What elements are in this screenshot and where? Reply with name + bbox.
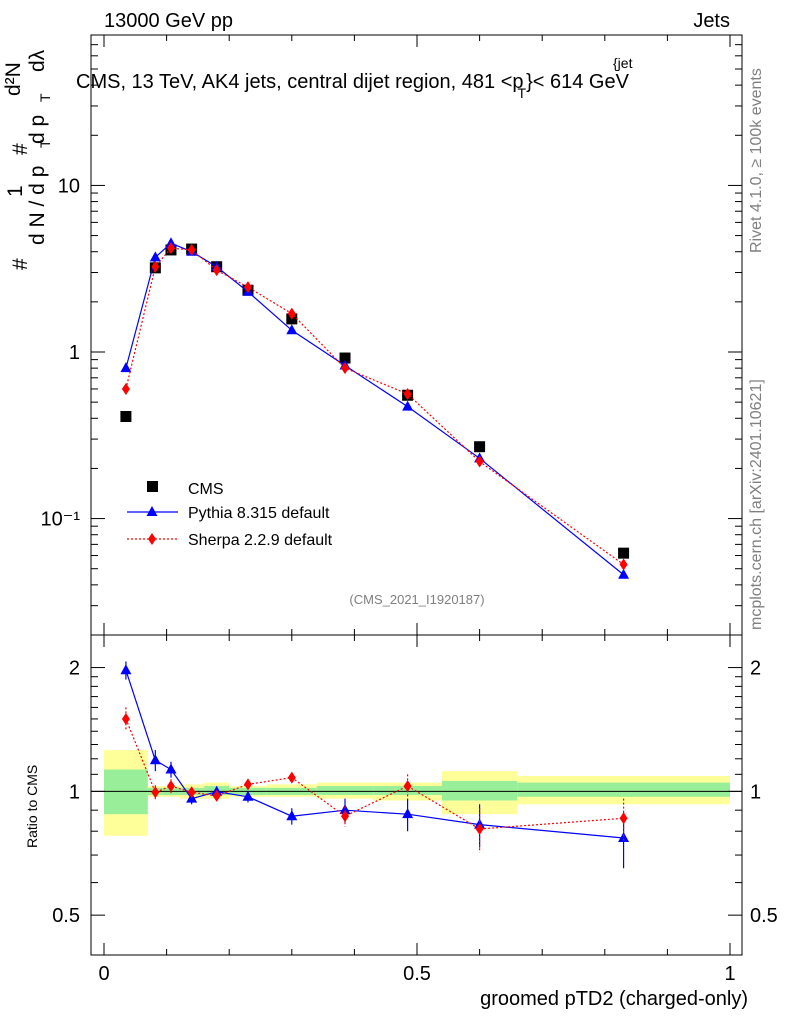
legend-label-pythia: Pythia 8.315 default <box>188 505 330 522</box>
legend-marker-cms <box>147 481 158 492</box>
pythia-ratio-point <box>149 754 161 765</box>
y-label-hash1: # <box>9 258 32 270</box>
sherpa-ratio-point <box>243 778 252 791</box>
pythia-point <box>149 251 161 262</box>
pythia-ratio-point <box>242 790 254 801</box>
main-y-tick-label: 10 <box>58 175 80 197</box>
sherpa-point <box>475 455 484 468</box>
y-label-one: 1 <box>4 185 27 197</box>
pythia-ratio-point <box>618 832 630 843</box>
sherpa-ratio-point <box>212 789 221 802</box>
x-axis-label: groomed pTD2 (charged-only) <box>480 988 748 1010</box>
sherpa-point <box>243 281 252 294</box>
legend-marker-pythia <box>146 506 158 516</box>
ratio-y-tick-label-right: 0.5 <box>750 905 778 927</box>
header-left: 13000 GeV pp <box>104 10 233 32</box>
pythia-ratio-point <box>339 804 351 815</box>
y-label-hash2: # <box>9 143 32 155</box>
sherpa-ratio-point <box>166 780 175 793</box>
pythia-point <box>618 568 630 579</box>
y-label-d2n: d²N <box>2 62 25 96</box>
y-label-t2: T <box>37 93 53 102</box>
y-label-dpt: d p <box>26 115 49 144</box>
pythia-ratio-line <box>125 670 624 839</box>
main-y-tick-label: 1 <box>69 342 80 364</box>
legend-label-sherpa: Sherpa 2.2.9 default <box>188 532 333 549</box>
sherpa-ratio-point <box>287 771 296 784</box>
pythia-main-line <box>125 242 624 576</box>
sherpa-point <box>403 387 412 400</box>
pythia-ratio-point <box>286 810 298 821</box>
y-label-dlambda: dλ <box>26 49 49 72</box>
sherpa-ratio-point <box>341 810 350 823</box>
sherpa-ratio-point <box>403 780 412 793</box>
pythia-ratio-point <box>120 664 132 675</box>
ratio-y-tick-label-right: 2 <box>750 658 761 680</box>
main-y-label: # d N / d p T 1 # d p T d²N dλ <box>2 49 53 270</box>
pythia-point <box>402 400 414 411</box>
sherpa-ratio-point <box>121 712 130 725</box>
sherpa-point <box>341 362 350 375</box>
sherpa-point <box>166 242 175 255</box>
sherpa-point <box>151 260 160 273</box>
ratio-band-inner-0 <box>104 769 148 815</box>
legend-label-cms: CMS <box>188 481 224 498</box>
cms-point <box>339 352 351 364</box>
pythia-ratio-point <box>402 808 414 819</box>
plot-title-sub: T <box>518 85 527 101</box>
ratio-y-label: Ratio to CMS <box>24 765 40 848</box>
data-series <box>120 237 630 869</box>
sherpa-main-line <box>125 247 624 565</box>
ratio-y-tick-label-right: 1 <box>750 781 761 803</box>
sherpa-point <box>187 243 196 256</box>
y-label-t1: T <box>37 139 53 148</box>
ratio-y-tick-label-left: 1 <box>69 781 80 803</box>
plot-title-sup: {jet <box>613 55 633 71</box>
ratio-band-inner-10 <box>517 782 730 797</box>
ratio-band-inner-7 <box>316 786 374 795</box>
sherpa-ratio-point <box>151 786 160 799</box>
ratio-y-tick-label-left: 2 <box>69 658 80 680</box>
sherpa-point <box>287 307 296 320</box>
side-text-top: Rivet 4.1.0, ≥ 100k events <box>748 68 765 253</box>
sherpa-point <box>619 558 628 571</box>
x-tick-label: 0.5 <box>403 963 431 985</box>
sherpa-ratio-point <box>619 812 628 825</box>
cms-point <box>120 410 132 422</box>
analysis-watermark: (CMS_2021_I1920187) <box>349 592 484 607</box>
sherpa-ratio-point <box>475 822 484 835</box>
sherpa-point <box>121 382 130 395</box>
pythia-point <box>286 324 298 335</box>
cms-point <box>618 547 630 559</box>
side-text-bottom: mcplots.cern.ch [arXiv:2401.10621] <box>748 379 765 630</box>
axis-ticks: 0 0.5 1 10⁻¹ 1 10 0.5 0.5 1 1 2 2 <box>41 34 778 985</box>
ratio-band-inner-9 <box>442 780 518 801</box>
plot-title-tail: }< 614 GeV <box>526 71 630 93</box>
pythia-ratio-point <box>165 763 177 774</box>
header-right: Jets <box>693 10 730 32</box>
legend: CMS Pythia 8.315 default Sherpa 2.2.9 de… <box>127 481 333 549</box>
x-tick-label: 1 <box>724 963 735 985</box>
pythia-point <box>120 362 132 373</box>
x-tick-label: 0 <box>98 963 109 985</box>
y-label-dn: d N / d p <box>26 166 49 245</box>
plot-title: CMS, 13 TeV, AK4 jets, central dijet reg… <box>76 71 630 101</box>
plot-title-main: CMS, 13 TeV, AK4 jets, central dijet reg… <box>76 71 524 93</box>
cms-point <box>474 441 486 453</box>
sherpa-ratio-point <box>187 786 196 799</box>
main-y-tick-label: 10⁻¹ <box>41 509 81 531</box>
sherpa-point <box>212 264 221 277</box>
ratio-y-tick-label-left: 0.5 <box>52 905 80 927</box>
legend-marker-sherpa <box>148 533 156 545</box>
